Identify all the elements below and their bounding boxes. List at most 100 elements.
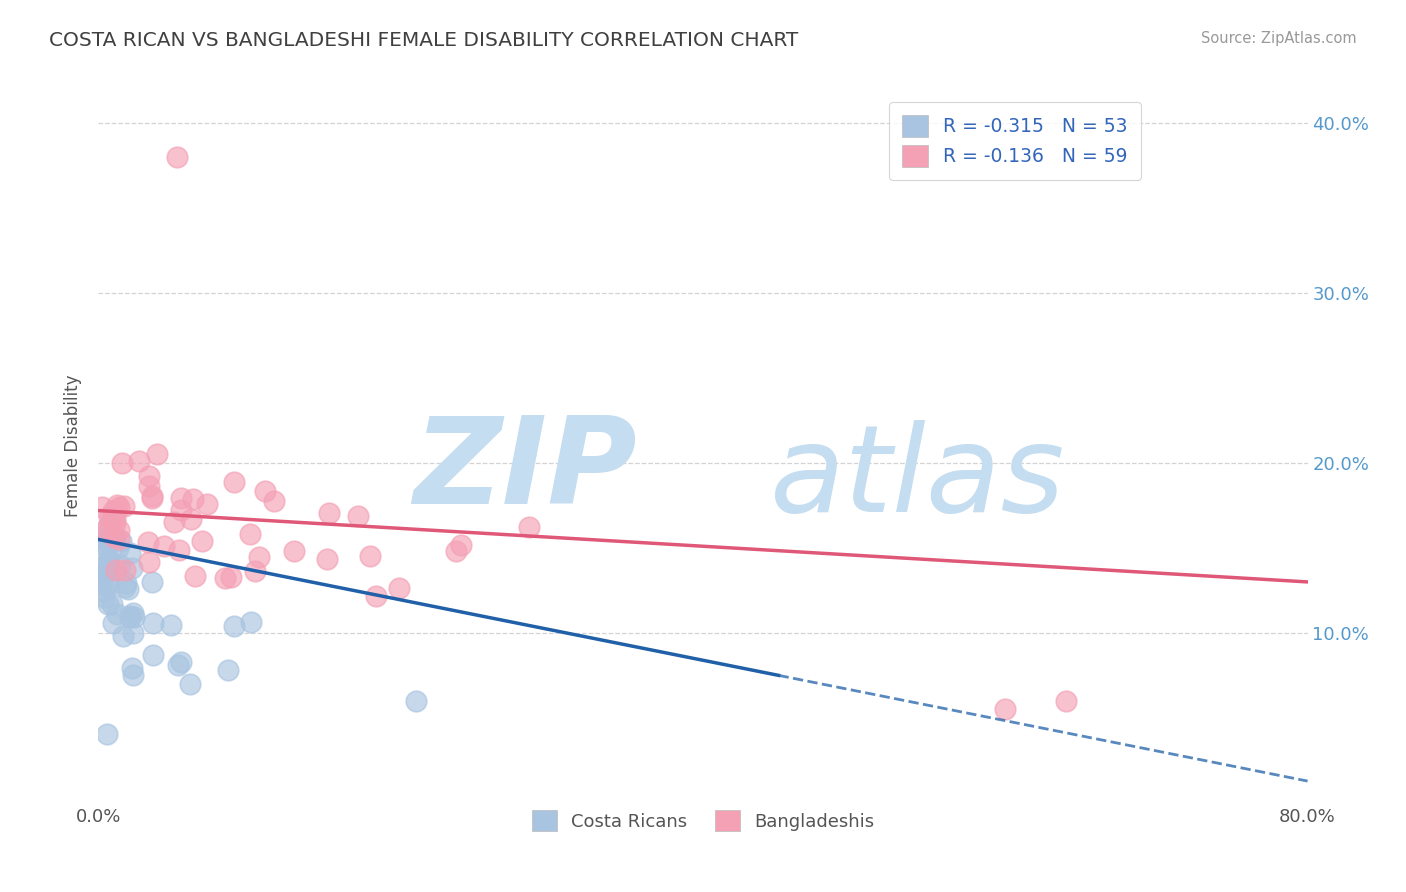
- Point: [100, 511, 122, 525]
- Point: [181, 492, 204, 507]
- Point: [97, 510, 120, 524]
- Point: [94, 523, 117, 537]
- Text: Source: ZipAtlas.com: Source: ZipAtlas.com: [1201, 31, 1357, 46]
- Point: [108, 500, 131, 515]
- Point: [405, 694, 427, 708]
- Point: [166, 658, 188, 673]
- Point: [195, 496, 218, 510]
- Point: [93, 532, 115, 546]
- Point: [163, 516, 186, 530]
- Point: [93, 558, 115, 572]
- Point: [519, 519, 541, 533]
- Point: [253, 483, 276, 498]
- Point: [221, 569, 243, 583]
- Point: [138, 555, 160, 569]
- Point: [93, 540, 115, 554]
- Point: [91, 566, 114, 581]
- Point: [138, 469, 160, 483]
- Point: [91, 571, 114, 585]
- Point: [108, 532, 131, 546]
- Point: [98, 557, 121, 571]
- Point: [120, 610, 142, 624]
- Point: [117, 582, 139, 597]
- Point: [283, 544, 305, 558]
- Point: [122, 607, 145, 621]
- Point: [159, 617, 181, 632]
- Point: [98, 575, 121, 590]
- Point: [115, 575, 138, 590]
- Point: [122, 610, 145, 624]
- Point: [97, 552, 120, 566]
- Point: [97, 597, 120, 611]
- Point: [180, 512, 202, 526]
- Point: [170, 502, 193, 516]
- Point: [388, 581, 411, 595]
- Point: [263, 493, 285, 508]
- Point: [136, 535, 159, 549]
- Point: [104, 516, 127, 530]
- Point: [114, 564, 136, 578]
- Point: [360, 549, 382, 564]
- Point: [141, 489, 163, 503]
- Point: [111, 629, 134, 643]
- Point: [93, 565, 115, 579]
- Point: [247, 549, 270, 564]
- Point: [316, 552, 339, 566]
- Point: [141, 574, 163, 589]
- Point: [138, 478, 160, 492]
- Point: [98, 553, 121, 567]
- Point: [112, 499, 135, 513]
- Point: [97, 577, 120, 591]
- Point: [243, 564, 266, 578]
- Point: [101, 616, 124, 631]
- Point: [318, 506, 340, 520]
- Point: [179, 677, 201, 691]
- Point: [111, 456, 134, 470]
- Point: [101, 504, 124, 518]
- Point: [107, 607, 129, 622]
- Point: [103, 530, 125, 544]
- Point: [184, 569, 207, 583]
- Point: [93, 590, 115, 604]
- Point: [110, 534, 132, 549]
- Text: atlas: atlas: [769, 419, 1064, 537]
- Point: [107, 541, 129, 556]
- Point: [142, 615, 165, 630]
- Point: [170, 491, 193, 506]
- Point: [222, 475, 245, 489]
- Point: [121, 561, 143, 575]
- Point: [104, 563, 127, 577]
- Point: [239, 527, 262, 541]
- Point: [121, 661, 143, 675]
- Legend: Costa Ricans, Bangladeshis: Costa Ricans, Bangladeshis: [519, 797, 887, 844]
- Point: [96, 533, 118, 547]
- Point: [96, 524, 118, 538]
- Point: [122, 668, 145, 682]
- Point: [167, 543, 190, 558]
- Y-axis label: Female Disability: Female Disability: [65, 375, 83, 517]
- Point: [214, 571, 236, 585]
- Point: [122, 625, 145, 640]
- Point: [91, 500, 114, 514]
- Point: [114, 580, 136, 594]
- Point: [224, 619, 246, 633]
- Point: [450, 538, 472, 552]
- Point: [128, 454, 150, 468]
- Point: [444, 543, 467, 558]
- Point: [191, 533, 214, 548]
- Point: [96, 561, 118, 575]
- Point: [91, 577, 114, 591]
- Point: [145, 446, 167, 460]
- Point: [217, 663, 239, 677]
- Point: [98, 564, 121, 578]
- Point: [96, 541, 118, 555]
- Point: [96, 727, 118, 741]
- Point: [240, 615, 263, 629]
- Point: [364, 589, 387, 603]
- Point: [994, 702, 1017, 716]
- Point: [97, 536, 120, 550]
- Text: ZIP: ZIP: [413, 412, 637, 530]
- Point: [104, 512, 127, 526]
- Point: [107, 498, 129, 512]
- Point: [118, 546, 141, 560]
